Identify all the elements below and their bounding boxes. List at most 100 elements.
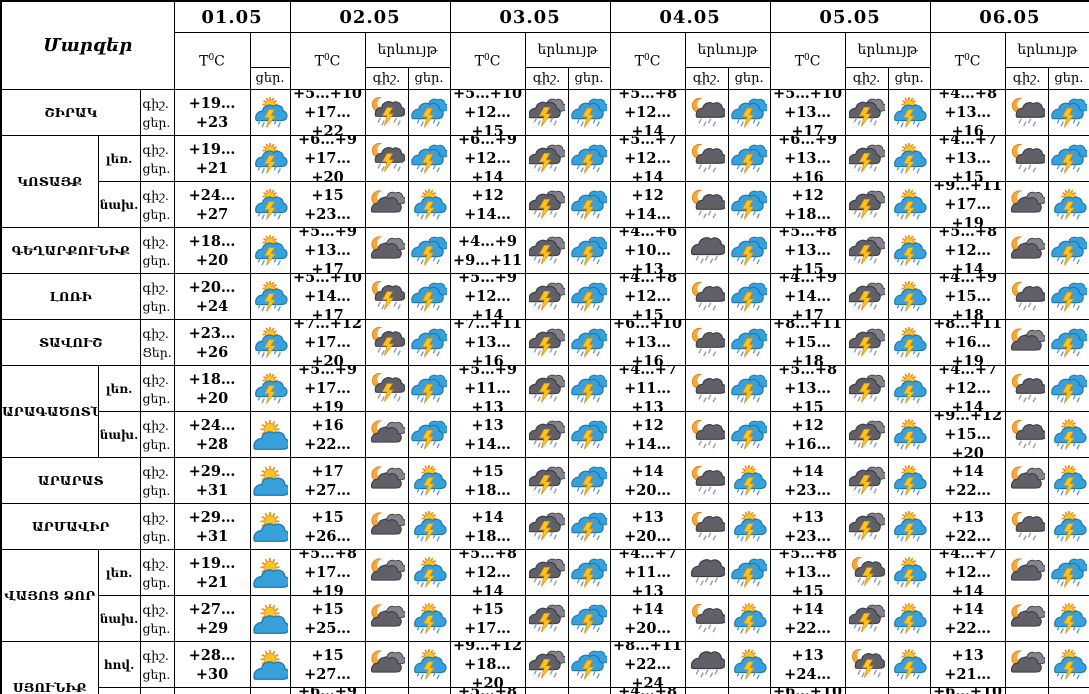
- temp-cell: +20…+24: [173, 273, 251, 320]
- day-label: ցեր.: [142, 252, 171, 268]
- sun-storm-icon: [734, 510, 767, 542]
- night-temp: +9…+12: [452, 641, 523, 655]
- day-icon-cell: [567, 595, 611, 642]
- moon-clouds-icon: [370, 649, 405, 673]
- temp-cell: +7…+12 +17…+20: [289, 319, 366, 366]
- day-icon-cell: [887, 457, 931, 504]
- moon-cloud-rain-icon: [1011, 143, 1045, 173]
- temp-cell: +6…+9+21…+23: [289, 687, 366, 694]
- day-temp: +27…+29: [188, 601, 236, 637]
- night-icon-cell: [684, 457, 729, 504]
- dark-storm-icon: [848, 144, 885, 172]
- temp-header: T0C: [289, 32, 366, 90]
- day-icon-cell: [727, 273, 771, 320]
- day-header: ցեր.: [407, 67, 451, 90]
- night-icon-cell: [684, 181, 729, 228]
- night-label: գիշ.: [142, 279, 169, 295]
- temp-cell: +5…+8 +12…+14: [609, 89, 686, 136]
- day-icon-cell: [887, 641, 931, 688]
- day-temp: +13…+16: [944, 104, 992, 136]
- blue-storm-icon: [411, 236, 448, 265]
- night-label: գիշ.: [142, 555, 169, 571]
- time-of-day-labels: գիշ.ցեր.: [139, 687, 175, 694]
- blue-storm-icon: [411, 282, 448, 311]
- temp-cell: +5…+8+14…+17: [449, 687, 526, 694]
- sub-zone-label: հով.: [97, 641, 141, 688]
- day-icon-cell: [727, 411, 771, 458]
- moon-dark-storm-icon: [371, 372, 405, 402]
- dark-storm-icon: [848, 282, 885, 310]
- sun-storm-icon: [894, 648, 927, 680]
- night-temp: +5…+10: [292, 273, 363, 287]
- night-temp: +11…+13: [624, 505, 671, 526]
- moon-clouds-icon: [1010, 327, 1045, 351]
- day-temp: +16…+21: [784, 435, 831, 457]
- dark-storm-icon: [528, 374, 565, 402]
- temp-cell: +8…+11 +16…+19: [929, 319, 1006, 366]
- dark-storm-icon: [528, 466, 565, 494]
- temp-cell: +12…+14+18…+20: [449, 503, 526, 550]
- temp-cell: +5…+8 +13…+15: [769, 549, 846, 596]
- night-temp: +5…+8: [618, 89, 678, 103]
- temp-cell: +29…+31: [173, 457, 251, 504]
- day-temp: +13…+17: [304, 242, 351, 274]
- day-temp: +12…+14: [464, 564, 511, 596]
- day-icon-cell: [1047, 549, 1089, 596]
- region-name: ՍՅՈՒՆԻՔ: [0, 641, 99, 694]
- region-name: ԱՐԱՐԱՏ: [0, 457, 141, 504]
- day-icon-cell: [727, 641, 771, 688]
- night-temp: +5…+9: [298, 227, 357, 241]
- sub-zone-label: լեռ.: [97, 365, 141, 412]
- sun-storm-icon: [255, 372, 288, 404]
- night-icon-cell: [844, 181, 889, 228]
- day-icon-cell: [407, 89, 451, 136]
- night-header: գիշ.: [684, 67, 729, 90]
- dark-storm-icon: [528, 512, 565, 540]
- night-temp: +12…+14: [464, 505, 511, 526]
- night-temp: +14…+17: [304, 459, 351, 480]
- sun-storm-icon: [894, 464, 927, 496]
- temp-cell: +12…+14+20…+23: [609, 595, 686, 642]
- night-label: գիշ.: [142, 141, 169, 157]
- night-icon-cell: [1004, 319, 1049, 366]
- dark-storm-icon: [528, 558, 565, 586]
- sun-storm-icon: [894, 602, 927, 634]
- sun-storm-icon: [894, 326, 927, 358]
- night-label: գիշ.: [142, 463, 169, 479]
- blue-storm-icon: [731, 190, 768, 219]
- temp-cell: +10…+13+24…+26: [769, 641, 846, 688]
- night-temp: +4…+7: [938, 549, 998, 563]
- sub-zone-label: նախ.: [97, 181, 141, 228]
- dark-storm-icon: [528, 282, 565, 310]
- day-temp: +14…+19: [624, 435, 671, 457]
- day-icon-cell: [727, 135, 771, 182]
- day-temp: +10…+13: [624, 242, 671, 274]
- region-name: ԱՐՄԱՎԻՐ: [0, 503, 141, 550]
- day-icon-cell: [727, 687, 771, 694]
- night-icon-cell: [364, 411, 409, 458]
- moon-cloud-rain-icon: [691, 327, 725, 357]
- night-icon-cell: [524, 595, 569, 642]
- day-icon-cell: [1047, 135, 1089, 182]
- night-icon-cell: [844, 319, 889, 366]
- time-of-day-labels: գիշ.ցեր.: [139, 549, 175, 596]
- day-icon-cell: [727, 319, 771, 366]
- date-header-2: 02.05: [289, 0, 451, 33]
- temp-cell: +8…+11 +22…+24: [609, 641, 686, 688]
- temp-cell: +4…+7 +12…+14: [929, 549, 1006, 596]
- night-temp: +6…+9: [298, 135, 357, 149]
- night-icon-cell: [364, 503, 409, 550]
- night-header: գիշ.: [524, 67, 569, 90]
- day-icon-cell: [407, 181, 451, 228]
- day-temp: +17…+22: [304, 104, 351, 136]
- night-temp: +10…+13: [784, 643, 831, 664]
- sun-storm-icon: [1054, 648, 1087, 680]
- night-icon-cell: [1004, 227, 1049, 274]
- night-temp: +10…+13: [944, 643, 991, 664]
- night-icon-cell: [1004, 89, 1049, 136]
- day-temp: +24…+28: [188, 417, 236, 453]
- day-temp: +13…+16: [784, 150, 831, 182]
- region-name: ԳԵՂԱՐՔՈՒՆԻՔ: [0, 227, 141, 274]
- night-temp: +12…+14: [944, 597, 991, 618]
- day-icon-cell: [887, 89, 931, 136]
